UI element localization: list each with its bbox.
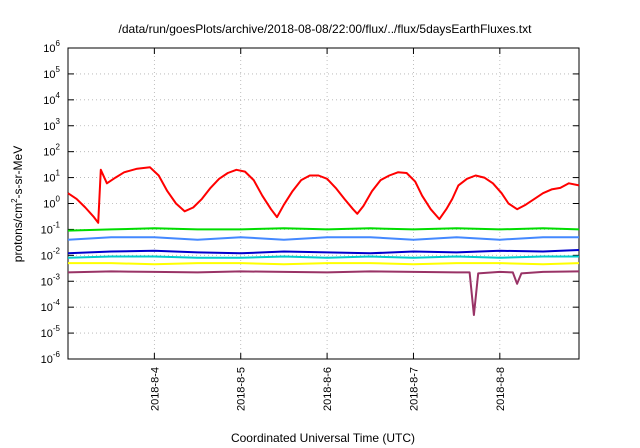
y-tick-label: 101 xyxy=(43,169,60,185)
y-axis-label-prefix: protons/cm xyxy=(11,203,25,262)
x-axis: 2018-8-4 2018-8-5 2018-8-6 2018-8-7 2018-8-8 xyxy=(149,48,507,411)
y-tick-label: 103 xyxy=(43,117,60,133)
series-line-4 xyxy=(67,249,580,255)
series-lines xyxy=(67,166,580,316)
y-axis-label-suffix: -s-sr-MeV xyxy=(11,146,25,199)
series-line-2 xyxy=(67,227,580,232)
y-tick-label: 102 xyxy=(43,143,60,159)
y-tick-label: 10-5 xyxy=(41,324,61,340)
chart-title: /data/run/goesPlots/archive/2018-08-08/2… xyxy=(119,22,533,36)
y-tick-label: 10-2 xyxy=(41,246,61,262)
y-tick-label: 10-3 xyxy=(41,272,61,288)
x-tick-label: 2018-8-8 xyxy=(495,367,507,411)
series-line-5 xyxy=(67,255,579,259)
x-tick-label: 2018-8-4 xyxy=(149,367,161,411)
y-tick-label: 104 xyxy=(43,91,60,107)
x-tick-label: 2018-8-6 xyxy=(322,367,334,411)
y-axis: 10-6 10-5 10-4 10-3 10-2 10-1 100 101 102 103 104 1… xyxy=(41,39,579,366)
y-axis-label: protons/cm2-s-sr-MeV xyxy=(10,146,25,262)
y-tick-label: 105 xyxy=(43,65,60,81)
grid xyxy=(68,48,579,359)
y-tick-label: 10-4 xyxy=(41,298,61,314)
x-tick-label: 2018-8-7 xyxy=(408,367,420,411)
y-tick-label: 10-1 xyxy=(41,220,61,236)
y-axis-label-sup: 2 xyxy=(10,198,19,203)
series-line-6 xyxy=(68,262,580,266)
series-line-1 xyxy=(67,166,580,224)
y-tick-label: 10-6 xyxy=(41,350,61,366)
y-tick-label: 106 xyxy=(43,39,60,55)
y-tick-label: 100 xyxy=(43,195,60,211)
series-line-7 xyxy=(67,270,580,316)
x-tick-label: 2018-8-5 xyxy=(236,367,248,411)
x-axis-label: Coordinated Universal Time (UTC) xyxy=(231,431,415,445)
series-line-3 xyxy=(67,236,579,241)
